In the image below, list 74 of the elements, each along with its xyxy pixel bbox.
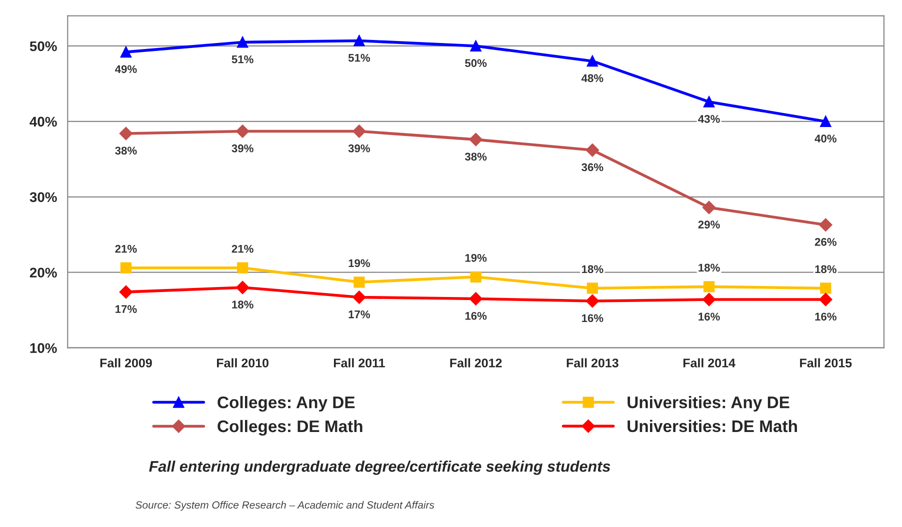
point — [352, 124, 366, 138]
point — [586, 294, 600, 308]
data-label: 16% — [465, 312, 487, 320]
point — [586, 56, 598, 67]
legend-label: Universities: Any DE — [628, 396, 790, 412]
data-label: 51% — [232, 55, 254, 64]
data-label: 38% — [464, 152, 487, 161]
point — [354, 276, 365, 288]
point — [236, 124, 250, 138]
point — [237, 262, 248, 274]
y-tick-label: 30% — [30, 192, 57, 202]
point — [819, 218, 832, 232]
data-label: 18% — [232, 300, 254, 308]
point — [702, 292, 716, 306]
data-label: 48% — [581, 74, 604, 82]
x-tick-label: Fall 2013 — [566, 358, 618, 368]
x-tick-label: Fall 2015 — [800, 358, 852, 368]
data-label: 21% — [232, 244, 254, 253]
point — [470, 271, 482, 282]
y-tick-label: 20% — [30, 268, 57, 278]
source-note: Source: System Office Research – Academic and Student Affairs — [136, 501, 434, 511]
point — [820, 116, 832, 128]
data-label: 39% — [348, 144, 370, 152]
point — [703, 281, 715, 292]
legend-label: Colleges: DE Math — [218, 420, 362, 436]
point — [120, 262, 132, 274]
legend-label: Universities: DE Math — [628, 420, 797, 432]
x-tick-label: Fall 2014 — [683, 358, 736, 368]
point — [586, 282, 598, 294]
data-label: 40% — [814, 134, 836, 142]
data-label: 43% — [698, 115, 720, 123]
x-tick-label: Fall 2012 — [450, 358, 502, 368]
point — [120, 46, 132, 58]
data-label: 50% — [465, 59, 487, 68]
point — [119, 126, 133, 140]
data-label: 18% — [698, 264, 720, 272]
y-tick-label: 10% — [30, 343, 57, 353]
data-label: 29% — [698, 220, 720, 229]
data-label: 16% — [815, 312, 836, 321]
point — [819, 292, 832, 306]
point — [469, 292, 482, 306]
x-tick-label: Fall 2011 — [334, 358, 385, 368]
data-label: 38% — [115, 146, 137, 155]
legend-label: Colleges: Any DE — [218, 396, 355, 412]
point — [352, 290, 366, 304]
point — [470, 40, 482, 52]
x-tick-label: Fall 2010 — [217, 358, 268, 368]
data-label: 16% — [582, 314, 604, 322]
y-tick-label: 50% — [30, 41, 57, 52]
data-label: 51% — [348, 54, 370, 62]
point — [702, 200, 716, 214]
point — [354, 35, 365, 46]
point — [237, 36, 248, 48]
y-tick-label: 40% — [30, 116, 57, 127]
data-label: 26% — [814, 238, 836, 246]
point — [820, 282, 832, 294]
x-tick-label: Fall 2009 — [100, 358, 152, 368]
point — [236, 280, 250, 294]
text: Fall entering undergraduate degree/certificate seeking students — [149, 460, 610, 475]
data-label: 19% — [348, 259, 370, 268]
data-label: 17% — [116, 305, 137, 313]
data-label: 49% — [115, 65, 137, 74]
data-label: 18% — [582, 265, 604, 274]
data-label: 17% — [348, 310, 370, 318]
data-label: 36% — [582, 163, 604, 172]
point — [469, 132, 482, 146]
data-label: 18% — [815, 265, 836, 274]
data-label: 16% — [698, 312, 720, 321]
point — [703, 96, 715, 108]
point — [586, 144, 600, 157]
data-label: 21% — [115, 244, 137, 253]
point — [119, 285, 133, 299]
data-label: 39% — [232, 144, 254, 152]
data-label: 19% — [465, 254, 487, 262]
